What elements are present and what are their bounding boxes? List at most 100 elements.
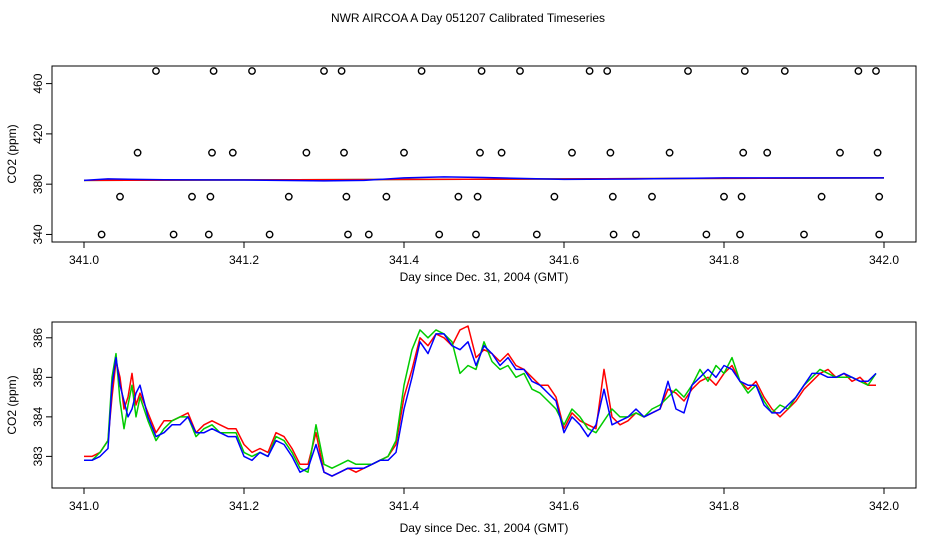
marks-top (83, 67, 885, 239)
x-tick-label: 342.0 (869, 253, 899, 267)
data-point (817, 192, 826, 201)
marks-bottom (84, 325, 877, 477)
y-tick-label: 383 (31, 446, 45, 466)
x-tick-label: 342.0 (869, 499, 899, 513)
y-tick-label: 380 (31, 174, 45, 194)
plot-frame-bottom (51, 321, 917, 489)
x-tick-label: 341.6 (549, 253, 579, 267)
data-point (684, 67, 692, 75)
data-point (228, 148, 237, 157)
series-line (84, 329, 877, 473)
x-tick-label: 341.6 (549, 499, 579, 513)
data-point (97, 230, 106, 239)
x-tick-label: 341.8 (709, 253, 739, 267)
figure-title: NWR AIRCOA A Day 051207 Calibrated Times… (331, 11, 605, 25)
series-line (84, 333, 877, 477)
x-axis-bottom: 341.0 341.2 341.4 341.6 341.8 342.0 (69, 488, 899, 513)
x-tick-label: 341.2 (229, 499, 259, 513)
data-point (133, 148, 142, 157)
data-point (284, 192, 293, 201)
data-point (585, 67, 594, 75)
x-tick-label: 341.0 (69, 253, 99, 267)
data-point (497, 148, 506, 157)
data-point (800, 230, 808, 239)
data-point (532, 230, 541, 239)
x-tick-label: 341.4 (389, 253, 419, 267)
data-point (116, 192, 124, 201)
data-point (875, 230, 884, 239)
data-point (872, 67, 880, 75)
data-point (209, 67, 218, 75)
data-point (875, 192, 884, 201)
data-point (603, 67, 612, 75)
data-point (516, 67, 524, 75)
data-point (740, 67, 749, 75)
x-axis-top: 341.0 341.2 341.4 341.6 341.8 342.0 (69, 242, 899, 267)
data-point (472, 230, 480, 239)
series-line (83, 176, 884, 182)
data-point (320, 67, 328, 75)
data-point (476, 148, 484, 157)
series-line (84, 325, 876, 477)
y-axis-bottom: 383 384 385 386 (31, 327, 52, 466)
y-tick-label: 420 (31, 124, 45, 144)
y-tick-label: 385 (31, 367, 45, 387)
data-point (550, 192, 559, 201)
data-point (152, 67, 160, 75)
data-point (454, 192, 463, 201)
data-point (344, 230, 352, 239)
data-point (417, 67, 426, 75)
data-point (340, 148, 348, 157)
data-point (208, 148, 216, 157)
y-axis-top: 340 380 420 460 (31, 73, 52, 244)
data-point (608, 192, 617, 201)
data-point (400, 148, 408, 157)
data-point (739, 148, 748, 157)
data-point (169, 230, 178, 239)
data-point (265, 230, 274, 239)
data-point (188, 192, 196, 201)
data-point (364, 230, 373, 239)
y-axis-label-top: CO2 (ppm) (5, 124, 19, 183)
data-point (780, 67, 789, 75)
y-tick-label: 340 (31, 224, 45, 244)
y-tick-label: 386 (31, 327, 45, 347)
data-point (737, 192, 746, 201)
panel-bottom: 341.0 341.2 341.4 341.6 341.8 342.0 383 384 385… (5, 321, 917, 535)
data-point (632, 230, 640, 239)
data-point (763, 148, 772, 157)
x-tick-label: 341.4 (389, 499, 419, 513)
data-point (342, 192, 351, 201)
x-axis-label-bottom: Day since Dec. 31, 2004 (GMT) (400, 521, 569, 535)
x-tick-label: 341.2 (229, 253, 259, 267)
data-point (736, 230, 744, 239)
data-point (435, 230, 444, 239)
x-axis-label-top: Day since Dec. 31, 2004 (GMT) (400, 270, 569, 284)
y-tick-label: 384 (31, 407, 45, 427)
y-axis-label-bottom: CO2 (ppm) (5, 375, 19, 434)
data-point (609, 230, 618, 239)
data-point (836, 148, 844, 157)
data-point (665, 148, 674, 157)
x-tick-label: 341.8 (709, 499, 739, 513)
data-point (477, 67, 486, 75)
data-point (382, 192, 391, 201)
data-point (302, 148, 311, 157)
data-point (337, 67, 346, 75)
data-point (204, 230, 213, 239)
data-point (248, 67, 256, 75)
data-point (702, 230, 711, 239)
data-point (606, 148, 615, 157)
x-tick-label: 341.0 (69, 499, 99, 513)
y-tick-label: 460 (31, 73, 45, 93)
data-point (206, 192, 215, 201)
panel-top: 341.0 341.2 341.4 341.6 341.8 342.0 340 380 420… (5, 65, 917, 284)
data-point (720, 192, 728, 201)
data-point (873, 148, 882, 157)
data-point (854, 67, 863, 75)
plot-frame-top (51, 65, 917, 243)
data-point (473, 192, 482, 201)
data-point (648, 192, 656, 201)
data-point (568, 148, 576, 157)
